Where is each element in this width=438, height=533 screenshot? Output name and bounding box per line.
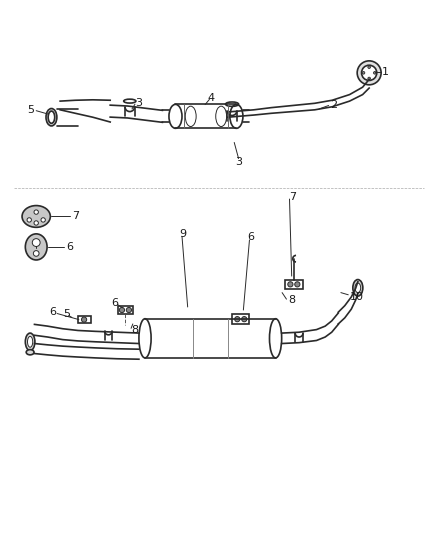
Text: 5: 5 (28, 105, 35, 115)
Text: 10: 10 (350, 292, 364, 302)
Ellipse shape (48, 111, 55, 123)
Text: 4: 4 (208, 93, 215, 103)
Text: 9: 9 (179, 229, 186, 239)
Text: 2: 2 (330, 100, 337, 110)
Ellipse shape (362, 71, 365, 74)
Text: 3: 3 (235, 157, 242, 167)
Ellipse shape (81, 317, 87, 322)
Ellipse shape (355, 283, 360, 293)
Ellipse shape (235, 317, 240, 322)
Text: 7: 7 (72, 212, 79, 221)
Ellipse shape (242, 317, 247, 322)
Ellipse shape (28, 336, 33, 347)
Ellipse shape (119, 308, 124, 313)
Text: 6: 6 (247, 232, 254, 243)
Text: 7: 7 (289, 192, 296, 202)
Text: 6: 6 (49, 307, 56, 317)
Bar (117, 305, 133, 314)
Ellipse shape (361, 65, 377, 80)
Ellipse shape (353, 279, 363, 296)
Text: 1: 1 (382, 67, 389, 77)
Ellipse shape (33, 251, 39, 256)
Text: 6: 6 (111, 298, 118, 309)
Ellipse shape (27, 218, 32, 222)
Ellipse shape (34, 221, 39, 225)
Ellipse shape (25, 234, 47, 260)
Bar (232, 314, 250, 324)
Ellipse shape (368, 77, 371, 80)
Ellipse shape (368, 66, 371, 68)
Ellipse shape (46, 109, 57, 126)
Bar (78, 316, 91, 323)
Ellipse shape (41, 218, 46, 222)
Text: 5: 5 (63, 309, 70, 319)
Ellipse shape (126, 308, 131, 313)
Ellipse shape (34, 210, 39, 214)
Ellipse shape (357, 61, 381, 85)
Text: 8: 8 (131, 325, 138, 335)
Text: 3: 3 (135, 98, 142, 108)
Ellipse shape (22, 206, 50, 228)
Text: 6: 6 (66, 242, 73, 252)
Ellipse shape (139, 319, 151, 358)
Ellipse shape (374, 71, 376, 74)
Ellipse shape (288, 282, 293, 287)
Ellipse shape (32, 239, 40, 246)
Bar (285, 279, 303, 289)
Text: 8: 8 (289, 295, 296, 305)
Ellipse shape (26, 350, 34, 355)
Ellipse shape (295, 282, 300, 287)
Ellipse shape (269, 319, 282, 358)
Ellipse shape (25, 333, 35, 351)
